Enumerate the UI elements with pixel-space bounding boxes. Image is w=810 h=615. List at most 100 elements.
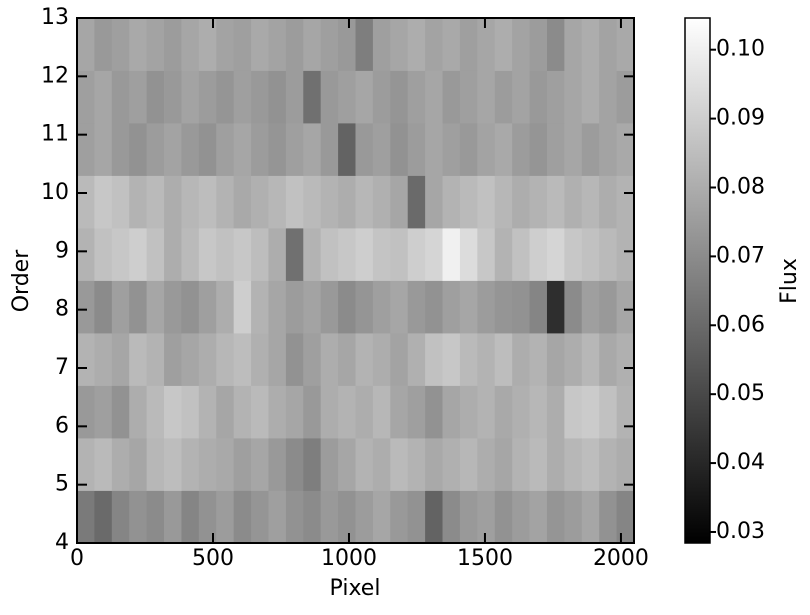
heatmap-cell: [251, 175, 269, 229]
heatmap-cell: [251, 18, 269, 71]
heatmap-cell: [616, 280, 635, 334]
heatmap-cell: [164, 175, 182, 229]
heatmap-cell: [599, 438, 617, 491]
heatmap-cell: [494, 280, 513, 334]
heatmap-cell: [164, 123, 182, 176]
heatmap-cell: [494, 490, 513, 544]
heatmap-cell: [529, 280, 548, 334]
y-tick-label: 7: [55, 355, 69, 380]
heatmap-cell: [77, 385, 95, 439]
heatmap-cell: [616, 333, 635, 386]
heatmap-cell: [616, 490, 635, 544]
heatmap-cell: [581, 438, 600, 491]
heatmap-cell: [581, 175, 600, 229]
heatmap-cell: [512, 438, 530, 491]
heatmap-cell: [198, 490, 217, 544]
heatmap-cell: [303, 333, 322, 386]
heatmap-cell: [94, 228, 113, 281]
y-tick-label: 8: [55, 297, 69, 322]
heatmap-cell: [198, 175, 217, 229]
heatmap-cell: [285, 123, 304, 176]
heatmap-cell: [407, 228, 426, 281]
heatmap-cell: [512, 280, 530, 334]
heatmap-cell: [425, 70, 443, 124]
heatmap-cell: [216, 175, 235, 229]
heatmap-cell: [164, 385, 182, 439]
y-axis-label: Order: [9, 249, 34, 312]
heatmap-cell: [146, 123, 165, 176]
heatmap-cell: [546, 70, 565, 124]
heatmap-cell: [529, 438, 548, 491]
heatmap-cell: [198, 385, 217, 439]
heatmap-cell: [564, 175, 583, 229]
heatmap-cell: [94, 385, 113, 439]
heatmap-cell: [407, 385, 426, 439]
heatmap-cell: [442, 280, 461, 334]
heatmap-cell: [372, 123, 391, 176]
heatmap-cell: [251, 490, 269, 544]
heatmap-cell: [251, 280, 269, 334]
heatmap-cell: [320, 333, 339, 386]
heatmap-cell: [442, 70, 461, 124]
heatmap-cell: [564, 385, 583, 439]
heatmap-cell: [251, 123, 269, 176]
heatmap-cell: [512, 175, 530, 229]
heatmap-cell: [564, 228, 583, 281]
heatmap-cell: [146, 228, 165, 281]
heatmap-cell: [94, 70, 113, 124]
heatmap-cell: [564, 438, 583, 491]
heatmap-cell: [512, 333, 530, 386]
y-tick-label: 9: [55, 238, 69, 263]
heatmap-cell: [268, 333, 287, 386]
heatmap-cell: [216, 18, 235, 71]
heatmap-cell: [198, 280, 217, 334]
heatmap-cell: [303, 18, 322, 71]
heatmap-cell: [407, 490, 426, 544]
heatmap-cell: [529, 385, 548, 439]
heatmap-cell: [599, 333, 617, 386]
heatmap-cell: [216, 333, 235, 386]
heatmap-cell: [146, 385, 165, 439]
heatmap-cell: [599, 280, 617, 334]
heatmap-cell: [494, 438, 513, 491]
y-tick-label: 12: [41, 63, 69, 88]
heatmap-cell: [407, 438, 426, 491]
heatmap-cell: [303, 175, 322, 229]
heatmap-cell: [355, 18, 374, 71]
heatmap-cell: [546, 123, 565, 176]
heatmap-cell: [459, 228, 478, 281]
heatmap-cell: [146, 18, 165, 71]
heatmap-cell: [564, 123, 583, 176]
heatmap-cell: [546, 490, 565, 544]
heatmap-cell: [477, 175, 496, 229]
y-tick-label: 6: [55, 413, 69, 438]
heatmap-cell: [546, 333, 565, 386]
heatmap-cell: [512, 228, 530, 281]
heatmap-cell: [546, 385, 565, 439]
heatmap-cell: [442, 333, 461, 386]
heatmap-cell: [564, 490, 583, 544]
heatmap-cell: [94, 490, 113, 544]
heatmap-cell: [94, 333, 113, 386]
heatmap-cell: [442, 18, 461, 71]
heatmap-cell: [129, 280, 148, 334]
heatmap-cell: [268, 280, 287, 334]
heatmap-cell: [164, 228, 182, 281]
heatmap-cell: [355, 333, 374, 386]
heatmap-cell: [390, 280, 409, 334]
heatmap-cell: [529, 333, 548, 386]
heatmap-cell: [94, 175, 113, 229]
heatmap-cell: [599, 228, 617, 281]
x-axis-label: Pixel: [330, 576, 381, 601]
heatmap-cell: [425, 175, 443, 229]
heatmap-cell: [459, 175, 478, 229]
heatmap-cell: [372, 333, 391, 386]
colorbar-tick-label: 0.04: [716, 450, 765, 475]
heatmap-cell: [338, 280, 356, 334]
heatmap-cell: [129, 333, 148, 386]
heatmap-cell: [320, 280, 339, 334]
heatmap-cell: [581, 280, 600, 334]
heatmap-cell: [216, 70, 235, 124]
heatmap-cell: [129, 228, 148, 281]
heatmap-cell: [616, 18, 635, 71]
